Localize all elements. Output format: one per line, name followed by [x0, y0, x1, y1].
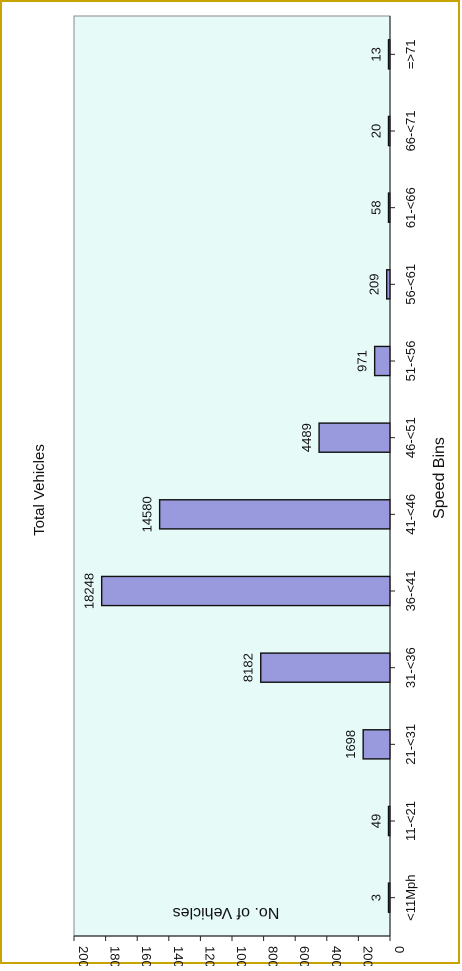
category-label-7: 51-<56: [403, 341, 418, 382]
bar-0: [387, 882, 391, 913]
category-label-9: 61-<66: [403, 187, 418, 228]
y-axis-title: No. of Vehicles: [173, 904, 280, 921]
value-tick-label-2: 4000: [329, 946, 344, 966]
value-tick-label-4: 8000: [266, 946, 281, 966]
data-label-4: 18248: [82, 573, 97, 609]
category-label-0: <11Mph: [403, 874, 418, 920]
bars-layer: [100, 39, 391, 913]
data-label-9: 58: [369, 200, 384, 214]
plot-area: [73, 15, 391, 937]
bar-6: [318, 422, 391, 453]
data-label-3: 8182: [241, 653, 256, 682]
bar-9: [387, 192, 391, 223]
category-label-6: 46-<51: [403, 417, 418, 458]
value-tick-label-3: 6000: [297, 946, 312, 966]
value-tick-label-8: 16000: [139, 946, 154, 966]
category-label-8: 56-<61: [403, 264, 418, 305]
category-label-5: 41-<46: [403, 494, 418, 535]
bar-7: [373, 345, 391, 377]
category-label-3: 31-<36: [403, 647, 418, 688]
value-tick-label-10: 20000: [76, 946, 91, 966]
category-label-1: 11-<21: [403, 801, 418, 841]
data-label-0: 3: [369, 894, 384, 901]
bar-5: [158, 499, 391, 530]
category-label-4: 36-<41: [403, 571, 418, 612]
bar-10: [387, 115, 391, 147]
value-tick-label-5: 10000: [234, 946, 249, 966]
bar-11: [387, 39, 391, 70]
data-label-10: 20: [369, 124, 384, 138]
bar-4: [100, 575, 391, 607]
data-label-5: 14580: [140, 496, 155, 532]
category-label-2: 21-<31: [403, 724, 418, 765]
data-label-11: 13: [369, 47, 384, 61]
category-tick-labels: <11Mph 11-<21 21-<31 31-<36 36-<41 41-<46 46-<…: [390, 40, 418, 921]
data-labels-layer: 3 49 1698 8182 18248 14580 4489 971 209 58 20 13: [82, 47, 384, 901]
value-tick-label-9: 18000: [108, 946, 123, 966]
data-label-2: 1698: [343, 730, 358, 759]
x-axis-title: Speed Bins: [431, 437, 448, 519]
data-label-7: 971: [355, 350, 370, 372]
value-tick-label-6: 12000: [202, 946, 217, 966]
category-label-10: 66-<71: [403, 111, 418, 152]
value-tick-label-0: 0: [392, 946, 407, 953]
category-label-11: =>71: [403, 40, 418, 70]
bar-8: [385, 269, 391, 300]
bar-2: [362, 729, 391, 760]
value-tick-label-1: 2000: [360, 946, 375, 966]
bar-3: [260, 652, 391, 683]
value-tick-labels: 0 2000 4000 6000 8000 10000 12000 14000 16000 180…: [73, 936, 407, 971]
value-tick-label-7: 14000: [171, 946, 186, 966]
data-label-6: 4489: [299, 423, 314, 452]
data-label-1: 49: [369, 814, 384, 828]
chart-title: Total Vehicles: [31, 444, 48, 536]
bar-1: [387, 805, 391, 837]
data-label-8: 209: [367, 273, 382, 295]
